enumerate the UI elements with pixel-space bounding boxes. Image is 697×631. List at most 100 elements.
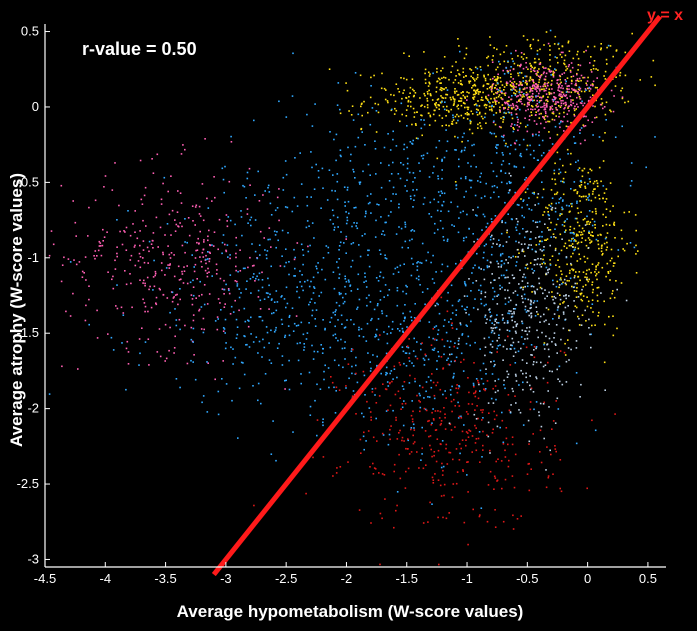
scatter-point <box>438 355 440 358</box>
scatter-point <box>387 101 389 104</box>
scatter-point <box>411 400 413 402</box>
scatter-point <box>520 369 522 372</box>
scatter-point <box>306 113 308 116</box>
y-tick-label: -1 <box>27 250 39 265</box>
scatter-point <box>428 124 431 126</box>
scatter-point <box>446 340 449 342</box>
scatter-point <box>84 256 87 258</box>
scatter-point <box>499 53 502 56</box>
scatter-point <box>559 171 562 174</box>
scatter-point <box>513 128 515 130</box>
scatter-point <box>536 74 538 76</box>
scatter-point <box>162 253 164 256</box>
scatter-point <box>204 269 207 272</box>
scatter-point <box>493 475 496 478</box>
scatter-point <box>503 51 505 53</box>
scatter-point <box>457 82 460 84</box>
scatter-point <box>65 310 67 313</box>
scatter-point <box>338 304 341 307</box>
scatter-point <box>270 453 273 455</box>
scatter-point <box>551 255 554 257</box>
scatter-point <box>605 101 608 104</box>
scatter-point <box>440 296 443 299</box>
scatter-point <box>527 101 529 104</box>
scatter-point <box>626 242 628 245</box>
scatter-point <box>429 435 432 437</box>
scatter-point <box>531 98 533 100</box>
scatter-point <box>552 76 555 78</box>
scatter-point <box>526 96 529 99</box>
scatter-point <box>430 379 432 382</box>
scatter-point <box>486 83 488 85</box>
scatter-point <box>214 196 216 199</box>
scatter-point <box>259 299 262 302</box>
scatter-point <box>529 76 532 78</box>
scatter-point <box>552 298 554 301</box>
scatter-point <box>402 388 405 390</box>
scatter-point <box>595 268 597 271</box>
scatter-point <box>361 412 363 415</box>
scatter-point <box>539 240 541 242</box>
scatter-point <box>499 111 501 113</box>
scatter-point <box>453 225 455 227</box>
scatter-point <box>483 268 485 271</box>
scatter-point <box>512 68 515 71</box>
scatter-point <box>365 340 368 342</box>
scatter-point <box>573 115 576 117</box>
scatter-point <box>370 319 372 322</box>
scatter-point <box>407 99 410 102</box>
scatter-point <box>479 175 481 178</box>
scatter-point <box>450 429 453 431</box>
scatter-point <box>463 196 465 198</box>
scatter-point <box>377 103 380 106</box>
scatter-point <box>549 259 551 261</box>
scatter-point <box>592 94 594 96</box>
x-tick-label: -0.5 <box>516 571 538 586</box>
scatter-point <box>590 271 592 274</box>
scatter-point <box>477 417 479 420</box>
scatter-point <box>612 265 615 267</box>
scatter-point <box>336 180 339 183</box>
scatter-point <box>410 414 413 417</box>
scatter-point <box>573 113 575 116</box>
scatter-point <box>477 100 479 102</box>
scatter-point <box>374 394 376 396</box>
scatter-point <box>535 401 538 403</box>
scatter-point <box>433 394 436 397</box>
scatter-point <box>471 451 473 453</box>
scatter-point <box>358 244 360 246</box>
scatter-point <box>497 322 500 324</box>
scatter-point <box>549 45 551 47</box>
scatter-point <box>453 103 455 105</box>
scatter-point <box>61 264 64 266</box>
scatter-point <box>493 97 496 100</box>
scatter-point <box>549 449 551 452</box>
scatter-point <box>175 378 178 380</box>
scatter-point <box>388 180 391 182</box>
scatter-point <box>549 106 552 108</box>
scatter-point <box>556 191 559 194</box>
scatter-point <box>462 370 465 372</box>
scatter-point <box>441 96 443 99</box>
scatter-point <box>595 212 597 215</box>
scatter-point <box>240 216 243 218</box>
scatter-point <box>355 372 357 375</box>
scatter-point <box>479 125 482 127</box>
scatter-point <box>536 49 539 52</box>
scatter-point <box>313 188 316 190</box>
scatter-point <box>544 239 546 241</box>
scatter-point <box>619 71 622 74</box>
scatter-point <box>573 109 576 112</box>
scatter-point <box>164 274 166 276</box>
scatter-point <box>467 113 470 115</box>
scatter-point <box>588 230 590 233</box>
scatter-point <box>567 347 570 349</box>
scatter-point <box>558 286 560 289</box>
scatter-point <box>248 167 251 170</box>
scatter-point <box>568 85 570 87</box>
scatter-point <box>458 217 460 219</box>
scatter-point <box>584 217 586 220</box>
scatter-point <box>446 310 449 313</box>
scatter-point <box>356 227 359 230</box>
scatter-point <box>426 106 429 109</box>
